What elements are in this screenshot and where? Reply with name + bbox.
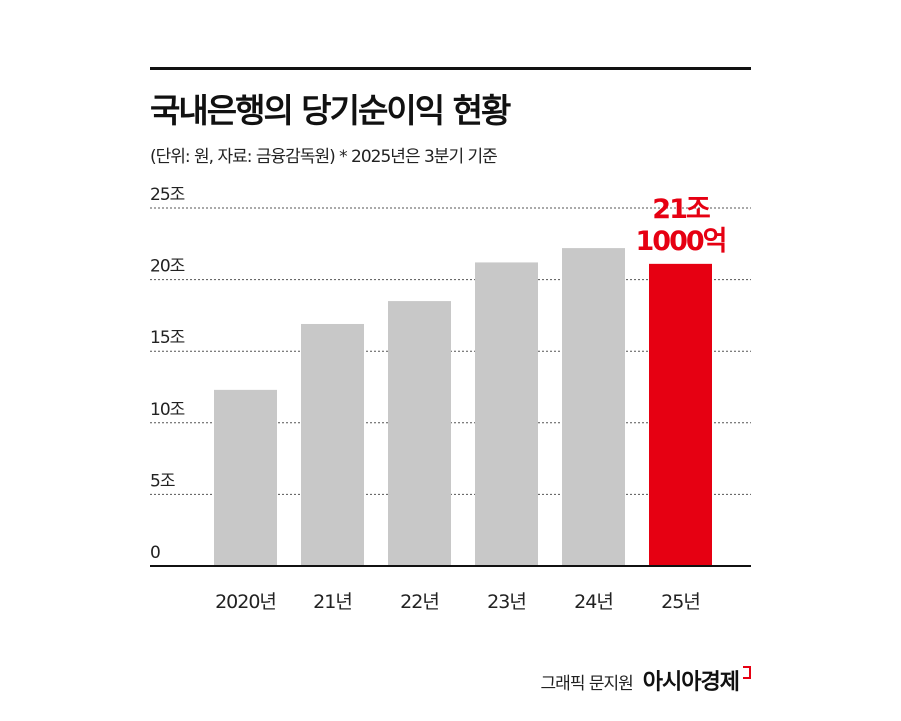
x-tick-label: 21년 [313,591,352,613]
x-tick-label: 2020년 [215,591,276,613]
x-tick-label: 23년 [487,591,526,613]
y-tick-label: 0 [150,543,160,563]
data-label: 1000억 [636,226,726,257]
footer: 그래픽 문지원 아시아경제 [541,664,751,696]
y-tick-label: 20조 [150,257,185,277]
y-tick-label: 10조 [150,400,185,420]
logo-mark-icon [743,666,751,679]
bar-24년 [562,248,625,566]
bar-21년 [301,323,364,566]
data-label: 21조 [652,194,710,225]
title-rule [150,67,751,70]
x-tick-label: 22년 [400,591,439,613]
chart-title: 국내은행의 당기순이익 현황 [150,91,511,130]
bar-25년 [649,263,712,566]
y-tick-label: 15조 [150,328,185,348]
y-tick-label: 25조 [150,185,185,205]
x-tick-label: 25년 [661,591,700,613]
bar-22년 [388,301,451,566]
chart-subtitle: (단위: 원, 자료: 금융감독원) * 2025년은 3분기 기준 [150,147,498,167]
bar-2020년 [214,389,277,566]
graphic-credit: 그래픽 문지원 [540,674,634,694]
x-tick-label: 24년 [574,591,613,613]
bar-23년 [475,262,538,566]
y-tick-label: 5조 [150,471,175,491]
publisher-logo: 아시아경제 [643,664,751,696]
